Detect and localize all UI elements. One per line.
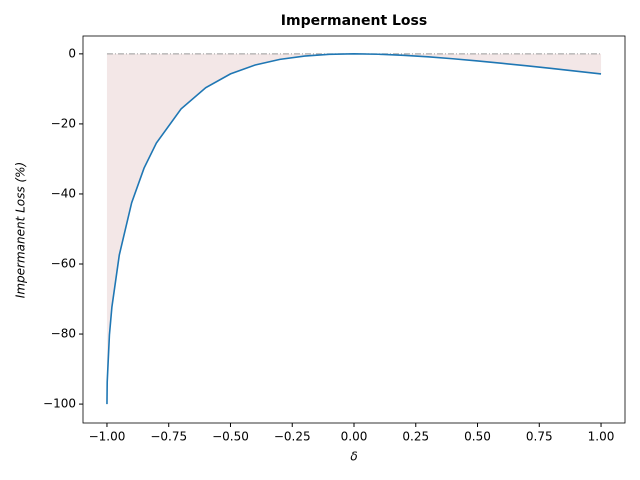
y-axis-label: Impermanent Loss (%) — [14, 162, 28, 298]
x-tick-label: −1.00 — [89, 430, 126, 444]
y-tick-label: −80 — [51, 327, 76, 341]
x-tick-label: −0.25 — [274, 430, 311, 444]
x-tick-label: 0.00 — [341, 430, 368, 444]
x-tick-label: 0.25 — [402, 430, 429, 444]
x-tick-label: −0.75 — [150, 430, 187, 444]
loss-area — [106, 53, 602, 405]
x-tick-label: −0.50 — [212, 430, 249, 444]
y-tick-label: −40 — [51, 186, 76, 200]
x-axis-label: δ — [350, 450, 357, 464]
y-tick-label: −60 — [51, 256, 76, 270]
y-tick-label: −100 — [43, 397, 76, 411]
x-tick-label: 0.75 — [526, 430, 553, 444]
chart-title: Impermanent Loss — [281, 13, 427, 29]
line — [106, 53, 602, 405]
x-tick-label: 1.00 — [588, 430, 615, 444]
y-tick-label: 0 — [68, 46, 76, 60]
y-tick-label: −20 — [51, 116, 76, 130]
x-tick-label: 0.50 — [464, 430, 491, 444]
